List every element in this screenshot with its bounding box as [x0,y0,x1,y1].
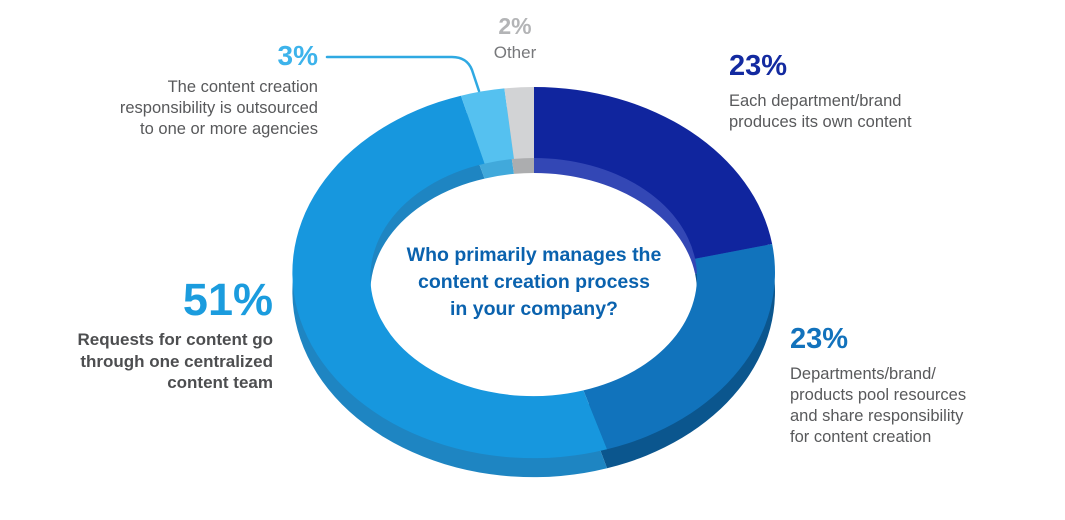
donut-segment-centralized-team [292,95,608,459]
percent-pooled-resources: 23% [790,323,849,355]
chart-center-question: Who primarily manages the content creati… [406,244,662,320]
annotation-centralized-team: 51% Requests for content go through one … [33,276,273,394]
donut-segment-pooled-resources [583,244,776,450]
donut-segment-other [504,87,534,159]
label-centralized-team: Requests for content go through one cent… [77,330,273,393]
callout-line-outsourced [325,55,481,93]
annotation-pooled-resources: 23% Departments/brand/ products pool res… [790,324,1020,448]
annotation-outsourced: 3% The content creation responsibility i… [88,41,318,140]
annotation-own-content: 23% Each department/brand produces its o… [729,51,969,133]
label-other: Other [493,43,537,63]
donut-top-layer [292,87,776,459]
percent-outsourced: 3% [277,40,318,71]
annotation-other: 2% Other [453,14,577,63]
donut-segment-own-content [534,87,773,259]
donut-segment-outsourced [460,88,514,164]
label-outsourced: The content creation responsibility is o… [119,78,318,139]
percent-own-content: 23% [729,50,788,82]
percent-other: 2% [498,13,532,39]
label-pooled-resources: Departments/brand/ products pool resourc… [790,365,967,447]
percent-centralized-team: 51% [182,274,273,325]
label-own-content: Each department/brand produces its own c… [729,92,912,132]
